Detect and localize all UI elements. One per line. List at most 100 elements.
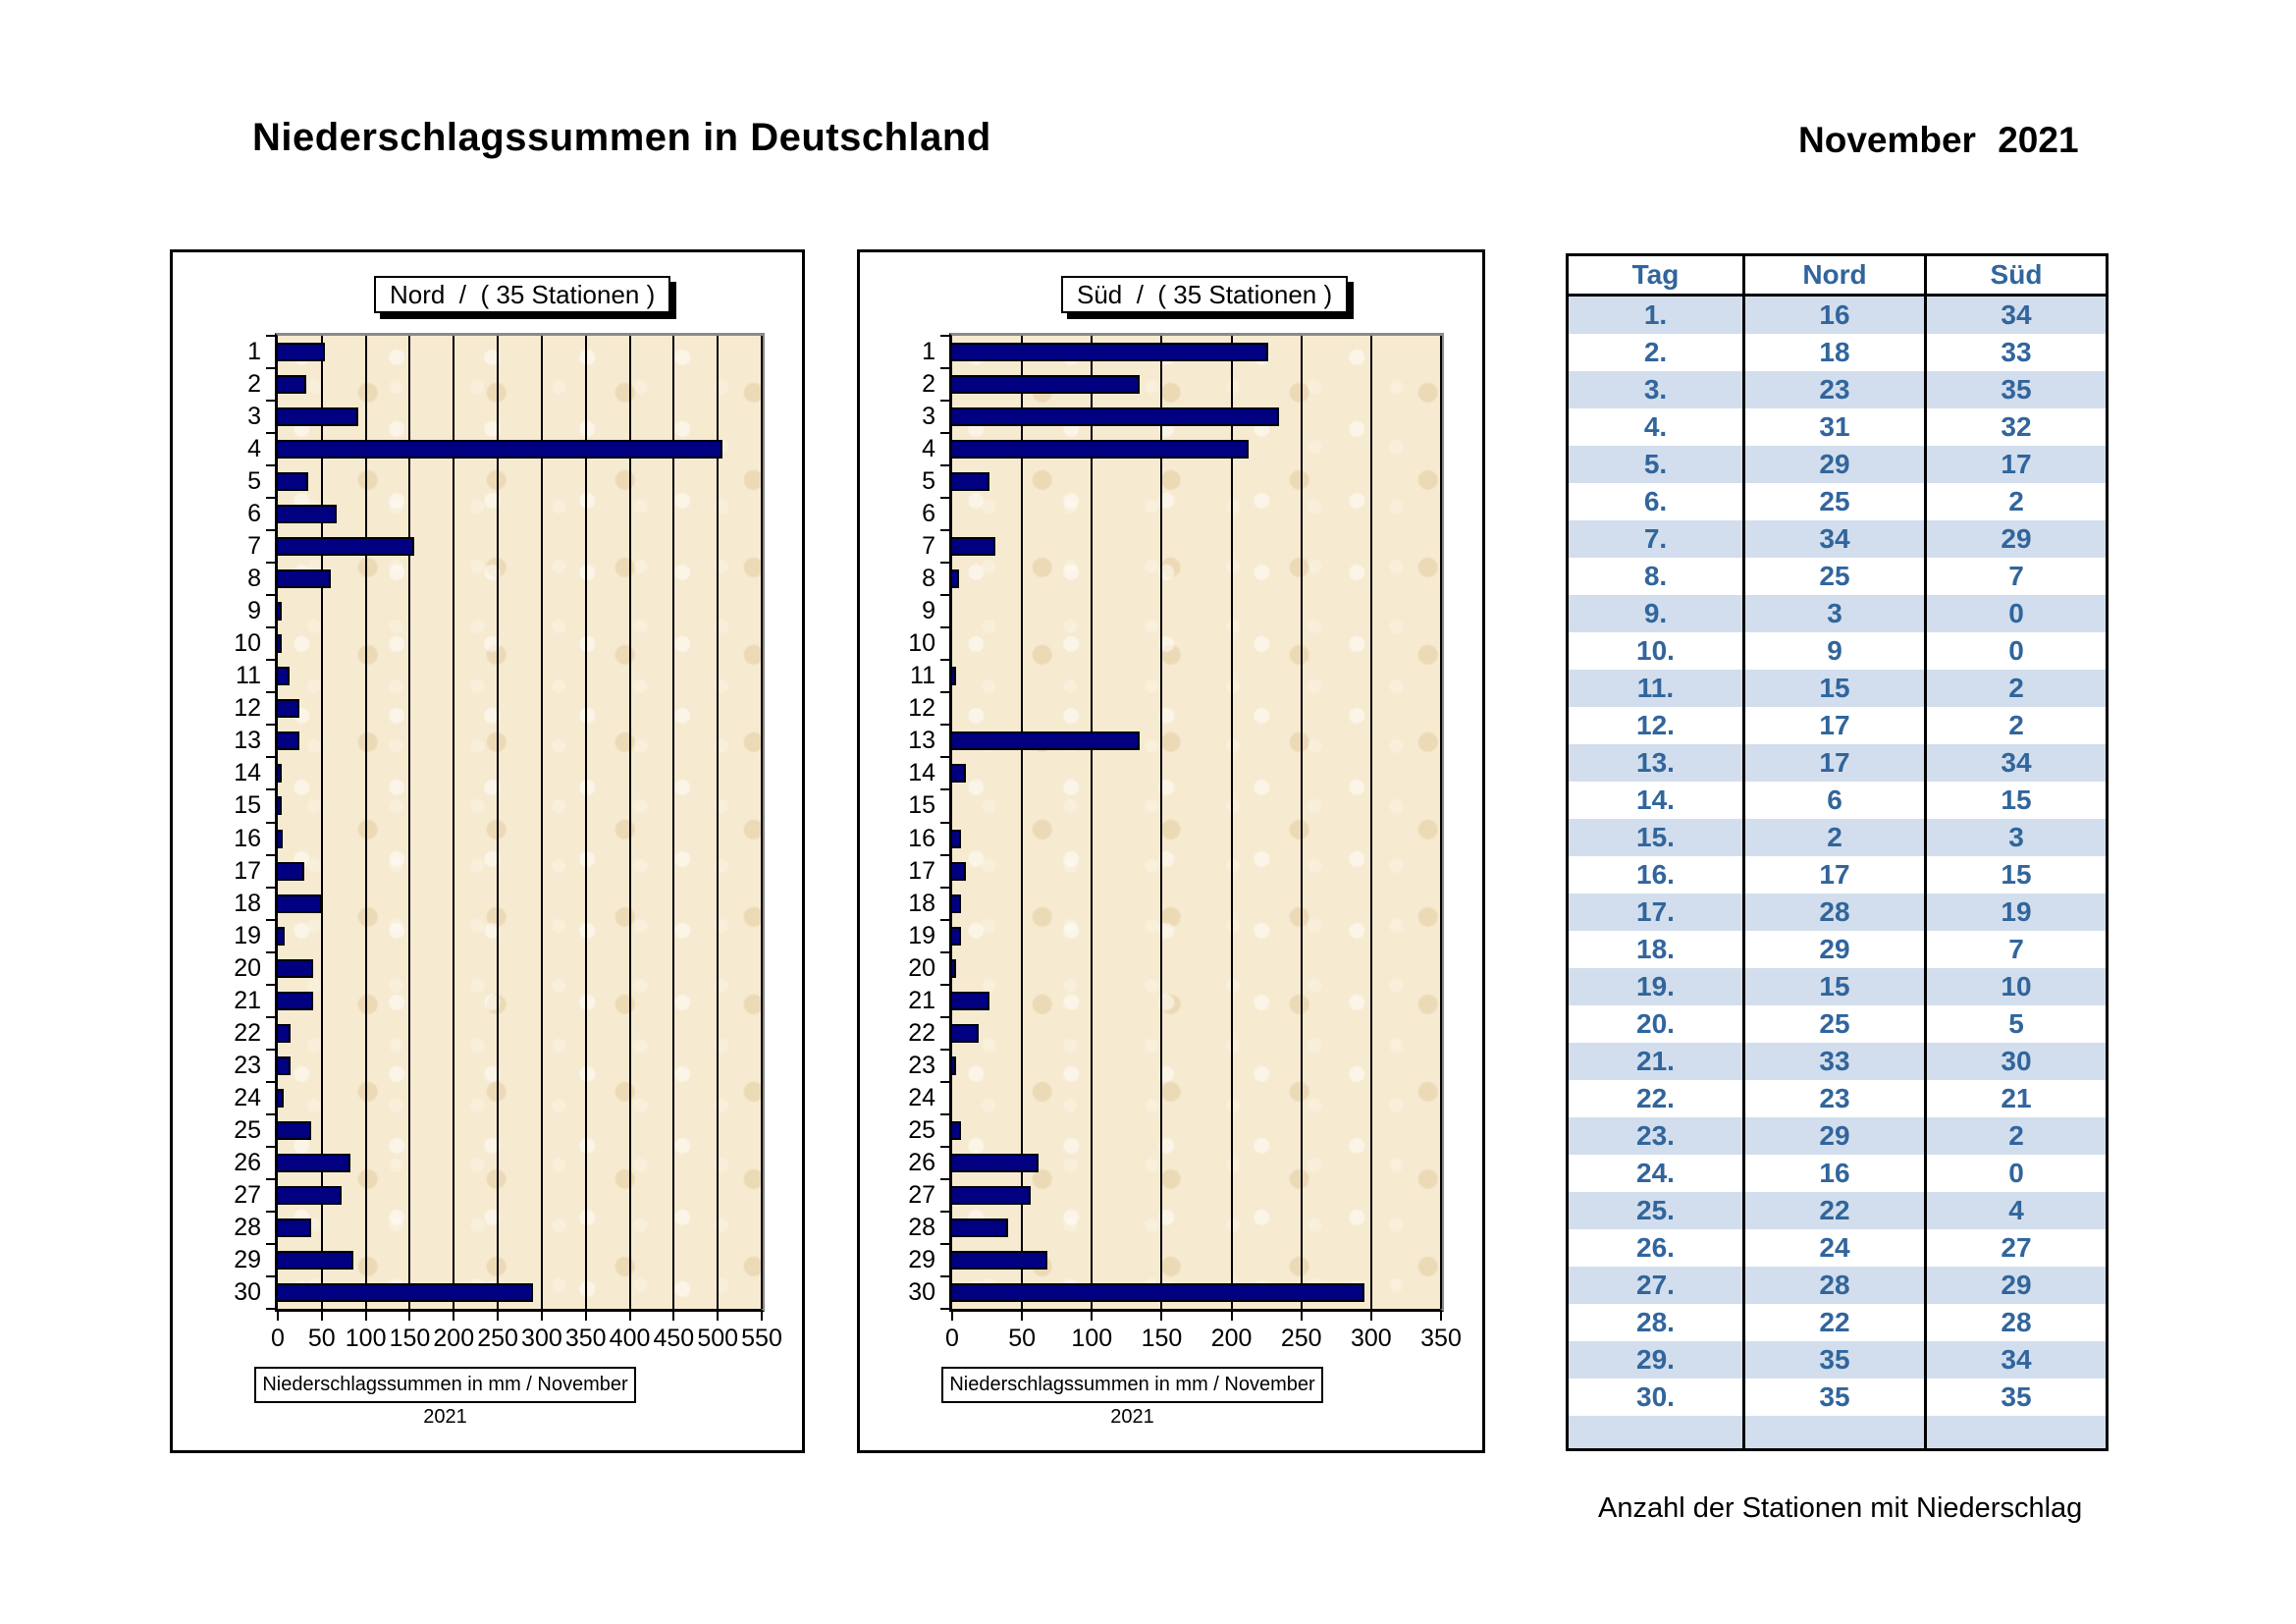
x-axis-tick (320, 1312, 323, 1321)
y-axis-tick (266, 1177, 275, 1180)
table-cell: 16 (1742, 1155, 1924, 1192)
bar-day-23 (278, 1056, 292, 1075)
y-axis-tick (940, 918, 949, 921)
table-cell: 34 (1924, 744, 2106, 782)
table-cell-empty (1742, 1416, 1924, 1448)
table-cell: 32 (1924, 408, 2106, 446)
y-axis-tick (266, 335, 275, 337)
y-axis-tick (940, 1210, 949, 1213)
x-axis-tick (584, 1312, 587, 1321)
y-axis-tick (266, 918, 275, 921)
chart-panel-nord: Nord / ( 35 Stationen ) Niederschlagssum… (170, 249, 805, 1453)
table-row: 29. 35 34 (1569, 1341, 2106, 1379)
table-cell: 3. (1643, 374, 1668, 405)
table-row: 3. 23 35 (1569, 371, 2106, 408)
y-axis-tick (940, 1145, 949, 1148)
bar-day-16 (278, 829, 284, 848)
y-axis-tick (266, 529, 275, 532)
y-axis-label: 29 (908, 1245, 935, 1273)
table-cell: 0 (1924, 1155, 2106, 1192)
y-axis-tick (266, 1048, 275, 1051)
y-axis-tick (940, 1242, 949, 1245)
chart-title-sued: Süd / ( 35 Stationen ) (1061, 276, 1349, 313)
y-axis-tick (266, 1274, 275, 1277)
table-cell: 6. (1643, 486, 1668, 516)
y-axis-tick (940, 497, 949, 500)
chart-caption-nord: Niederschlagssummen in mm / November 202… (254, 1367, 636, 1428)
table-cell: 7 (1924, 931, 2106, 968)
x-axis-label: 550 (741, 1325, 782, 1352)
table-cell: 22. (1636, 1083, 1675, 1113)
y-axis-tick (266, 1145, 275, 1148)
bar-day-17 (278, 861, 304, 881)
y-axis-label: 13 (234, 727, 261, 755)
table-row: 25. 22 4 (1569, 1192, 2106, 1229)
plot-area-nord (275, 333, 765, 1312)
table-row: 1. 16 34 (1569, 297, 2106, 334)
table-row: 15. 2 3 (1569, 819, 2106, 856)
gridline (628, 336, 631, 1309)
table-cell: 24. (1636, 1158, 1675, 1188)
bar-day-13 (278, 731, 300, 751)
y-axis-label: 4 (247, 435, 261, 463)
table-cell: 21. (1636, 1046, 1675, 1076)
bar-day-9 (278, 602, 282, 622)
x-axis-tick (1369, 1312, 1372, 1321)
y-axis-tick (266, 367, 275, 370)
y-axis-tick (266, 1015, 275, 1018)
table-cell: 15. (1636, 822, 1675, 852)
y-axis-tick (266, 626, 275, 629)
table-cell: 31 (1742, 408, 1924, 446)
bar-day-11 (952, 667, 957, 686)
bar-day-19 (278, 926, 286, 946)
y-axis-label: 22 (234, 1018, 261, 1047)
table-cell: 34 (1924, 297, 2106, 334)
bar-day-21 (278, 991, 313, 1010)
table-row: 8. 25 7 (1569, 558, 2106, 595)
table-cell: 11. (1636, 673, 1675, 703)
table-cell: 7. (1643, 523, 1668, 554)
y-axis-label: 19 (908, 921, 935, 949)
x-axis-tick (408, 1312, 411, 1321)
bar-day-22 (952, 1023, 980, 1043)
table-header-tag: Tag (1631, 259, 1680, 290)
y-axis-label: 16 (908, 824, 935, 852)
y-axis-tick (266, 1242, 275, 1245)
x-axis-tick (951, 1312, 953, 1321)
table-cell: 9 (1742, 632, 1924, 670)
table-cell: 20. (1636, 1008, 1675, 1039)
table-row: 10. 9 0 (1569, 632, 2106, 670)
y-axis-label: 11 (910, 662, 935, 690)
bar-day-11 (278, 667, 290, 686)
table-row: 24. 16 0 (1569, 1155, 2106, 1192)
y-axis-tick (940, 691, 949, 694)
table-row: 27. 28 29 (1569, 1267, 2106, 1304)
table-row: 26. 24 27 (1569, 1229, 2106, 1267)
table-cell: 15 (1742, 670, 1924, 707)
gridline (584, 336, 587, 1309)
y-axis-label: 21 (234, 986, 261, 1014)
bar-day-26 (952, 1153, 1040, 1172)
table-cell: 2 (1924, 670, 2106, 707)
table-cell: 27. (1636, 1270, 1675, 1300)
x-axis-label: 50 (307, 1325, 336, 1352)
y-axis-tick (940, 950, 949, 953)
y-axis-label: 27 (908, 1180, 935, 1209)
table-row: 2. 18 33 (1569, 334, 2106, 371)
bar-day-1 (952, 343, 1268, 362)
y-axis-label: 17 (234, 856, 261, 885)
y-axis-label: 3 (247, 403, 261, 431)
table-cell: 27 (1924, 1229, 2106, 1267)
y-axis-label: 9 (247, 597, 261, 625)
table-cell: 19. (1636, 971, 1675, 1001)
bar-day-21 (952, 991, 990, 1010)
y-axis-tick (940, 821, 949, 824)
table-row: 6. 25 2 (1569, 483, 2106, 520)
y-axis-tick (940, 756, 949, 759)
table-cell: 9. (1643, 598, 1668, 628)
gridline (364, 336, 367, 1309)
table-cell: 2 (1924, 707, 2106, 744)
y-axis-label: 12 (908, 694, 935, 723)
y-axis-tick (266, 464, 275, 467)
bar-day-23 (952, 1056, 957, 1075)
